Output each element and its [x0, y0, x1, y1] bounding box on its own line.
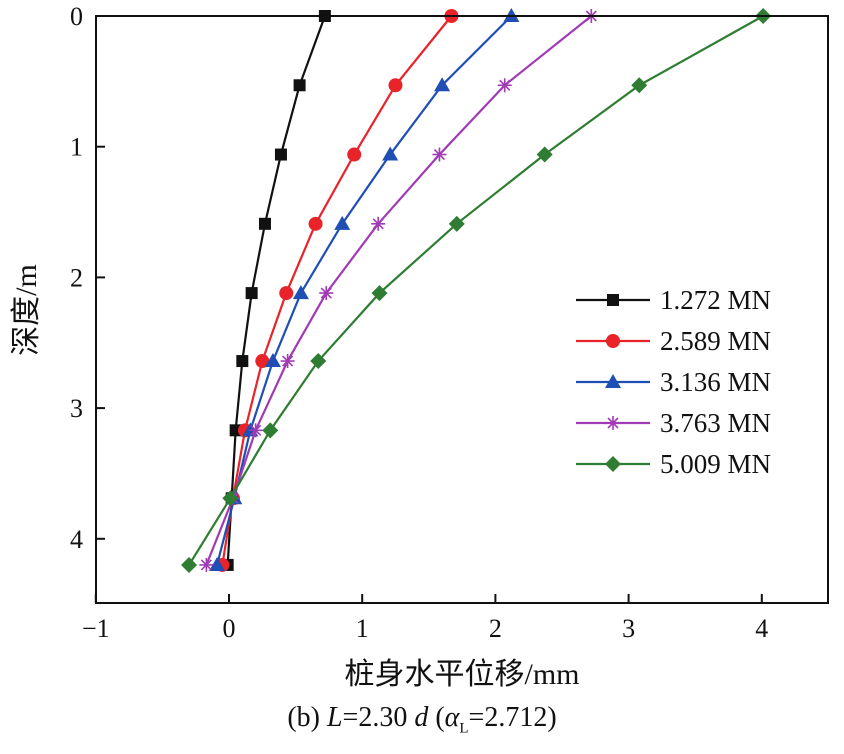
- data-point: [209, 556, 226, 571]
- series-markers: [181, 8, 772, 573]
- legend-label: 1.272 MN: [660, 285, 771, 315]
- data-point: [448, 215, 465, 232]
- data-point: [181, 556, 198, 573]
- data-point: [236, 355, 249, 368]
- y-tick-label: 2: [70, 263, 83, 292]
- series-line: [205, 15, 592, 566]
- legend: 1.272 MN 2.589 MN 3.136 MN 3.763 MN 5.009 MN: [576, 285, 771, 479]
- legend-label: 3.763 MN: [660, 408, 771, 438]
- caption-d: d: [414, 702, 429, 733]
- data-point: [319, 286, 334, 301]
- data-point: [605, 374, 621, 388]
- legend-label: 3.136 MN: [660, 367, 771, 397]
- x-tick-label: 3: [622, 614, 635, 643]
- data-point: [334, 215, 351, 230]
- data-point: [432, 147, 447, 162]
- data-point: [497, 78, 512, 93]
- data-point: [605, 456, 621, 472]
- data-point: [293, 79, 306, 92]
- data-point: [264, 353, 281, 368]
- data-point: [388, 78, 403, 93]
- y-axis-title: 深度/m: [10, 264, 43, 356]
- data-point: [222, 490, 239, 507]
- data-point: [262, 422, 279, 439]
- caption-open: (: [428, 702, 445, 733]
- series-line: [226, 15, 326, 566]
- caption-mid: =2.30: [342, 702, 415, 733]
- series-line: [215, 15, 513, 566]
- data-point: [308, 216, 323, 231]
- series-markers: [199, 9, 599, 572]
- data-point: [310, 353, 327, 370]
- data-point: [371, 285, 388, 302]
- caption-alpha: α: [444, 702, 460, 733]
- data-point: [347, 147, 362, 162]
- caption-L: L: [326, 702, 343, 733]
- figure-caption: (b) L=2.30 d (αL=2.712): [0, 702, 844, 738]
- data-point: [292, 285, 309, 300]
- legend-label: 5.009 MN: [660, 449, 771, 479]
- data-point: [434, 77, 451, 92]
- caption-prefix: (b): [287, 702, 327, 733]
- y-tick-label: 0: [70, 2, 83, 31]
- legend-item: 3.763 MN: [576, 408, 771, 438]
- data-point: [279, 286, 294, 301]
- y-tick-label: 1: [70, 133, 83, 162]
- x-tick-label: 0: [223, 614, 236, 643]
- data-point: [245, 287, 258, 300]
- data-point: [280, 354, 295, 369]
- y-tick-label: 3: [70, 394, 83, 423]
- plot-frame: [95, 15, 829, 604]
- x-axis-title: 桩身水平位移/mm: [344, 658, 579, 691]
- data-point: [382, 146, 399, 161]
- data-point: [274, 148, 287, 161]
- data-point: [631, 77, 648, 94]
- data-point: [371, 216, 386, 231]
- data-point: [606, 416, 620, 430]
- data-point: [248, 423, 263, 438]
- x-tick-label: 1: [356, 614, 369, 643]
- legend-item: 3.136 MN: [576, 367, 771, 397]
- pile-displacement-chart: −1 0 1 2 3 4 0 1 2 3 4 1.272 MN 2.589 MN 3.136 MN 3.7…: [10, 2, 829, 691]
- data-point: [536, 146, 553, 163]
- y-tick-label: 4: [70, 525, 83, 554]
- caption-value: =2.712): [468, 702, 557, 733]
- caption-alpha-sub: L: [459, 720, 469, 737]
- x-tick-label: 4: [755, 614, 768, 643]
- legend-item: 5.009 MN: [576, 449, 771, 479]
- data-point: [607, 294, 619, 306]
- legend-item: 1.272 MN: [576, 285, 771, 315]
- x-tick-label: −1: [82, 614, 110, 643]
- data-point: [606, 334, 620, 348]
- legend-label: 2.589 MN: [660, 326, 771, 356]
- axis-ticks: −1 0 1 2 3 4 0 1 2 3 4: [70, 2, 768, 643]
- data-point: [199, 557, 214, 572]
- chart-marks: [181, 8, 772, 573]
- legend-item: 2.589 MN: [576, 326, 771, 356]
- data-point: [258, 217, 271, 230]
- x-tick-label: 2: [489, 614, 502, 643]
- data-point: [255, 354, 270, 369]
